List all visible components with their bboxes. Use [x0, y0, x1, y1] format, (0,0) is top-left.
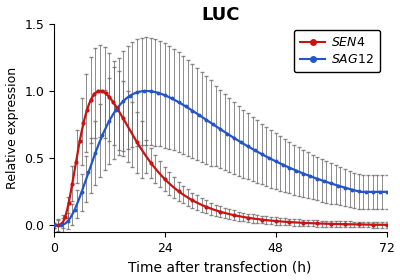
Legend: $\it{SEN4}$, $\it{SAG12}$: $\it{SEN4}$, $\it{SAG12}$ — [294, 30, 380, 72]
Y-axis label: Relative expression: Relative expression — [6, 67, 18, 189]
X-axis label: Time after transfection (h): Time after transfection (h) — [128, 260, 312, 274]
Title: LUC: LUC — [201, 6, 240, 24]
